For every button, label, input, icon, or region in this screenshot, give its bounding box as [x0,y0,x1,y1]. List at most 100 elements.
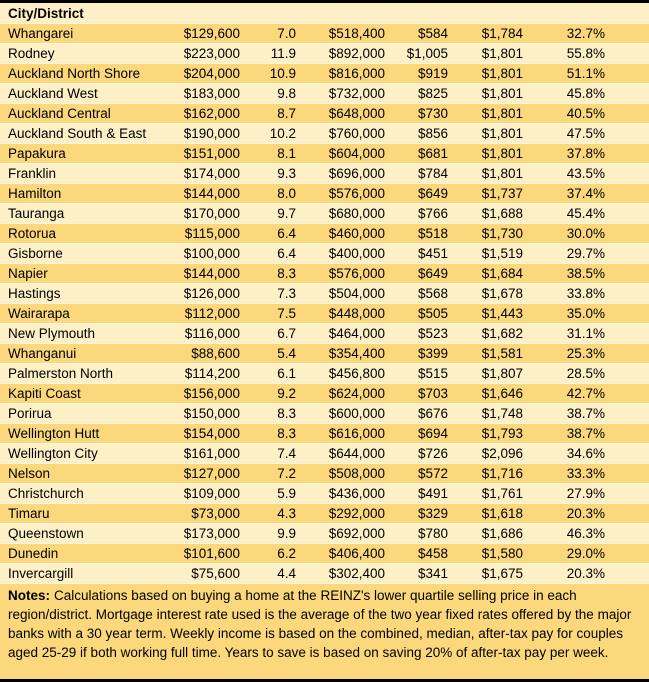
city-cell: Auckland South & East [8,126,147,141]
value-cell: $604,000 [328,146,385,161]
value-cell: $464,000 [328,326,385,341]
value-cell: $703 [417,386,448,401]
value-cell: $649 [417,186,448,201]
value-cell: $1,678 [481,286,523,301]
value-cell: 47.5% [566,126,605,141]
value-cell: $73,000 [191,506,240,521]
value-cell: 4.4 [277,566,296,581]
value-cell: $144,000 [183,186,240,201]
value-cell: 8.0 [277,186,296,201]
value-cell: $676 [417,406,448,421]
value-cell: $1,675 [481,566,523,581]
value-cell: $173,000 [183,526,240,541]
value-cell: 29.7% [566,246,605,261]
value-cell: $766 [417,206,448,221]
value-cell: 10.9 [269,66,296,81]
value-cell: 30.0% [566,226,605,241]
value-cell: 34.6% [566,446,605,461]
value-cell: $129,600 [183,26,240,41]
value-cell: $292,000 [328,506,385,521]
value-cell: $825 [417,86,448,101]
value-cell: $144,000 [183,266,240,281]
value-cell: $681 [417,146,448,161]
city-cell: Palmerston North [8,366,114,381]
value-cell: $127,000 [183,466,240,481]
value-cell: $156,000 [183,386,240,401]
value-cell: $126,000 [183,286,240,301]
value-cell: $504,000 [328,286,385,301]
value-cell: $816,000 [328,66,385,81]
value-cell: $115,000 [184,226,240,241]
value-cell: $1,801 [481,166,523,181]
city-cell: Rodney [8,46,55,61]
value-cell: 8.3 [277,426,296,441]
city-cell: Christchurch [8,486,84,501]
value-cell: $1,793 [481,426,523,441]
table-row: Hamilton $144,000 8.0 $576,000 $649 $1,737 37.… [0,183,649,203]
city-cell: Tauranga [8,206,65,221]
value-cell: $2,096 [481,446,523,461]
value-cell: 40.5% [566,106,605,121]
value-cell: $692,000 [328,526,385,541]
value-cell: 7.3 [277,286,296,301]
value-cell: $1,005 [406,46,448,61]
value-cell: $1,684 [481,266,523,281]
value-cell: 8.7 [277,106,296,121]
value-cell: 6.2 [277,546,296,561]
value-cell: 6.7 [277,326,296,341]
value-cell: 46.3% [566,526,605,541]
notes-text: Calculations based on buying a home at t… [8,588,632,660]
value-cell: 28.5% [566,366,605,381]
value-cell: $112,000 [184,306,240,321]
table-row: Queenstown $173,000 9.9 $692,000 $780 $1,686 4… [0,523,649,543]
value-cell: $505 [417,306,448,321]
value-cell: $1,519 [481,246,523,261]
value-cell: $616,000 [328,426,385,441]
value-cell: 11.9 [270,46,296,61]
city-cell: Whanganui [8,346,77,361]
value-cell: $856 [417,126,448,141]
value-cell: 45.4% [566,206,605,221]
value-cell: $170,000 [183,206,240,221]
value-cell: 37.8% [566,146,605,161]
value-cell: $1,784 [481,26,523,41]
value-cell: $1,801 [481,106,523,121]
value-cell: $1,801 [481,66,523,81]
value-cell: 37.4% [566,186,605,201]
table-row: Porirua $150,000 8.3 $600,000 $676 $1,748 38.7… [0,403,649,423]
value-cell: $1,801 [481,146,523,161]
value-cell: $101,600 [183,546,240,561]
value-cell: 31.1% [566,326,605,341]
value-cell: $1,618 [481,506,523,521]
value-cell: 7.2 [277,466,296,481]
value-cell: 10.2 [269,126,296,141]
city-cell: Wellington Hutt [8,426,100,441]
value-cell: $406,400 [328,546,385,561]
value-cell: $302,400 [328,566,385,581]
value-cell: $648,000 [328,106,385,121]
value-cell: 20.3% [566,506,605,521]
value-cell: $341 [417,566,448,581]
value-cell: $174,000 [183,166,240,181]
city-cell: New Plymouth [8,326,96,341]
value-cell: $892,000 [328,46,385,61]
table-row: Wellington City $161,000 7.4 $644,000 $726 $2… [0,443,649,463]
value-cell: $1,686 [481,526,523,541]
value-cell: $1,761 [481,486,523,501]
city-cell: Dunedin [8,546,59,561]
value-cell: $116,000 [184,326,240,341]
value-cell: $460,000 [328,226,385,241]
value-cell: 9.7 [277,206,296,221]
value-cell: $354,400 [328,346,385,361]
table-row: Hastings $126,000 7.3 $504,000 $568 $1,678 33.… [0,283,649,303]
value-cell: $400,000 [328,246,385,261]
table-row: Invercargill $75,600 4.4 $302,400 $341 $1,675… [0,563,649,583]
value-cell: 9.8 [277,86,296,101]
table-row: Gisborne $100,000 6.4 $400,000 $451 $1,519 29.… [0,243,649,263]
value-cell: $515 [417,366,448,381]
value-cell: $456,800 [328,366,385,381]
city-cell: Auckland Central [8,106,111,121]
city-cell: Hamilton [8,186,62,201]
value-cell: 5.9 [277,486,296,501]
